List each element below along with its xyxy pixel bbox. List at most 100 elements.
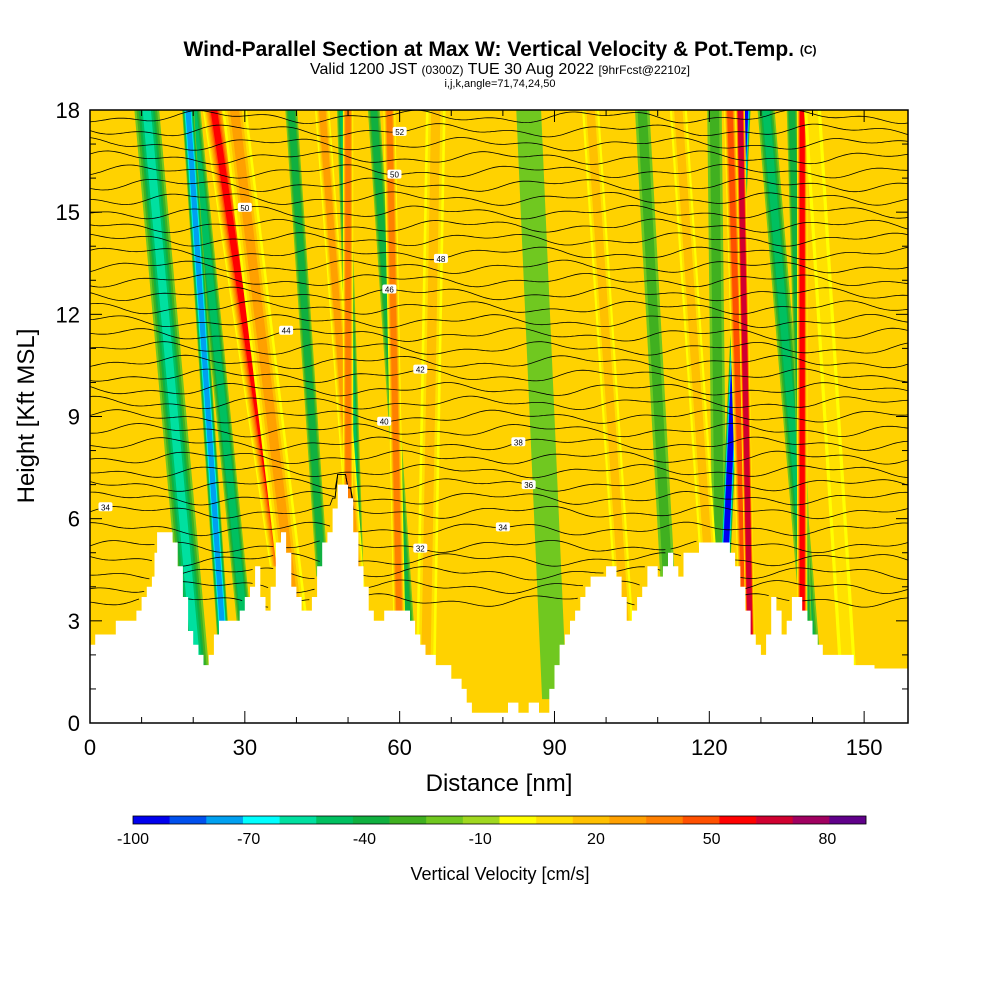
colorbar-swatch-17 xyxy=(756,816,793,824)
colorbar-swatch-10 xyxy=(499,816,537,824)
theta-contour-label-bg-25 xyxy=(387,169,402,179)
x-tick-label-3: 90 xyxy=(542,735,566,760)
colorbar-tick-label-5: 50 xyxy=(703,831,721,848)
colorbar-swatch-0 xyxy=(133,816,170,824)
theta-contour-label-13: 44 xyxy=(282,327,291,336)
colorbar-swatch-13 xyxy=(609,816,647,824)
theta-contour-low-3 xyxy=(90,566,908,581)
x-axis-ticks: 0 30 60 90 120 150 xyxy=(84,110,883,760)
theta-contour-26 xyxy=(90,150,908,165)
theta-contour-label-bg-22 xyxy=(237,202,252,212)
theta-contour-low-0 xyxy=(90,540,908,554)
theta-contour-19 xyxy=(90,245,908,261)
theta-contour-0 xyxy=(90,474,908,520)
theta-contour-11 xyxy=(90,354,908,370)
theta-contour-25 xyxy=(90,164,908,179)
y-tick-label-0: 0 xyxy=(68,711,80,736)
downdraft-band-6-level-1 xyxy=(516,110,567,700)
theta-contour-label-bg-13 xyxy=(279,325,294,335)
chart-subtitle-indices: i,j,k,angle=71,74,24,50 xyxy=(444,78,555,90)
subtitle-forecast: [9hrFcst@2210z] xyxy=(598,63,690,77)
theta-contour-20 xyxy=(90,232,908,247)
theta-contour-label-16: 46 xyxy=(385,286,394,295)
updraft-band-3-level-5 xyxy=(345,110,351,533)
updraft-band-7-level-3 xyxy=(674,110,714,577)
colorbar-tick-label-3: -10 xyxy=(469,831,492,848)
theta-contour-28 xyxy=(90,123,908,138)
x-tick-label-4: 120 xyxy=(691,735,728,760)
colorbar-swatch-14 xyxy=(646,816,684,824)
theta-contour-14 xyxy=(90,314,908,329)
colorbar xyxy=(132,815,867,825)
y-tick-label-4: 12 xyxy=(56,302,80,327)
x-tick-label-2: 60 xyxy=(387,735,411,760)
colorbar-tick-label-1: -70 xyxy=(237,831,260,848)
subtitle-valid: Valid 1200 JST xyxy=(310,61,418,78)
plot-area: 34 36 38 40 42 44 46 48 50 50 52 32 34 xyxy=(90,110,908,723)
theta-contour-low-1 xyxy=(90,521,908,537)
chart-subtitle: Valid 1200 JST (0300Z) TUE 30 Aug 2022 [… xyxy=(310,61,690,78)
y-axis-ticks: 0 36 9 12 15 18 xyxy=(56,98,908,736)
y-tick-label-5: 15 xyxy=(56,200,80,225)
colorbar-swatch-16 xyxy=(719,816,757,824)
updraft-band-10-level-7 xyxy=(799,110,805,645)
y-tick-label-6: 18 xyxy=(56,98,80,123)
theta-contour-label-bg-low-1 xyxy=(495,522,510,532)
x-tick-label-1: 30 xyxy=(233,735,257,760)
theta-contour-label-10: 42 xyxy=(416,366,425,375)
theta-contour-13 xyxy=(90,327,908,342)
theta-contour-label-7: 40 xyxy=(380,418,389,427)
x-tick-label-5: 150 xyxy=(846,735,883,760)
theta-contour-label-low-1: 34 xyxy=(498,523,507,532)
theta-contour-label-bg-7 xyxy=(377,416,392,426)
theta-contour-label-bg-16 xyxy=(382,284,397,294)
theta-contour-low-4 xyxy=(90,579,908,594)
chart-title-mark: (C) xyxy=(800,43,817,57)
chart-title: Wind-Parallel Section at Max W: Vertical… xyxy=(183,38,816,61)
colorbar-label: Vertical Velocity [cm/s] xyxy=(410,864,589,884)
theta-contour-label-bg-2 xyxy=(521,480,536,490)
axes: 0 30 60 90 120 150 0 36 9 12 15 18 xyxy=(56,98,909,760)
x-axis-label: Distance [nm] xyxy=(426,770,573,797)
theta-contour-label-bg-5 xyxy=(511,437,526,447)
colorbar-swatch-19 xyxy=(829,816,867,824)
theta-contour-label-19: 48 xyxy=(436,255,445,264)
theta-contour-22 xyxy=(90,205,908,220)
colorbar-swatch-3 xyxy=(242,816,280,824)
theta-contour-10 xyxy=(90,368,908,383)
theta-contour-15 xyxy=(90,300,908,315)
downdraft-band-2-level-7 xyxy=(185,110,227,655)
theta-contour-4 xyxy=(90,450,908,465)
theta-contour-label-2: 36 xyxy=(524,481,533,490)
theta-contour-label-bg-low-0 xyxy=(413,543,428,553)
y-tick-label-2: 6 xyxy=(68,507,80,532)
theta-contour-label-low-0: 32 xyxy=(416,545,425,554)
colorbar-swatch-8 xyxy=(426,816,464,824)
downdraft-band-7-level-2 xyxy=(637,110,673,587)
colorbar-frame xyxy=(132,815,867,825)
theta-contour-label-0: 34 xyxy=(101,503,110,512)
theta-contour-7 xyxy=(90,409,908,424)
colorbar-swatch-5 xyxy=(316,816,354,824)
theta-contour-label-bg-0 xyxy=(98,502,113,512)
theta-contour-6 xyxy=(90,422,908,438)
theta-contour-5 xyxy=(90,436,908,451)
theta-contour-label-bg-28 xyxy=(392,126,407,136)
theta-contour-label-5: 38 xyxy=(514,438,523,447)
y-tick-label-3: 9 xyxy=(68,405,80,430)
colorbar-swatch-18 xyxy=(792,816,830,824)
theta-contour-1 xyxy=(90,474,908,506)
theta-contour-low-2 xyxy=(90,552,908,567)
theta-contour-2 xyxy=(90,474,908,492)
theta-contour-label-bg-19 xyxy=(433,253,448,263)
terrain xyxy=(90,484,908,723)
colorbar-swatch-9 xyxy=(462,816,500,824)
theta-contour-3 xyxy=(90,464,908,479)
updraft-band-4-level-5 xyxy=(386,110,403,645)
colorbar-tick-labels: -100 -70 -40 -10 20 50 80 xyxy=(117,831,836,848)
theta-contour-16 xyxy=(90,286,908,302)
colorbar-tick-label-6: 80 xyxy=(819,831,837,848)
colorbar-swatch-4 xyxy=(279,816,317,824)
colorbar-tick-label-4: 20 xyxy=(587,831,605,848)
